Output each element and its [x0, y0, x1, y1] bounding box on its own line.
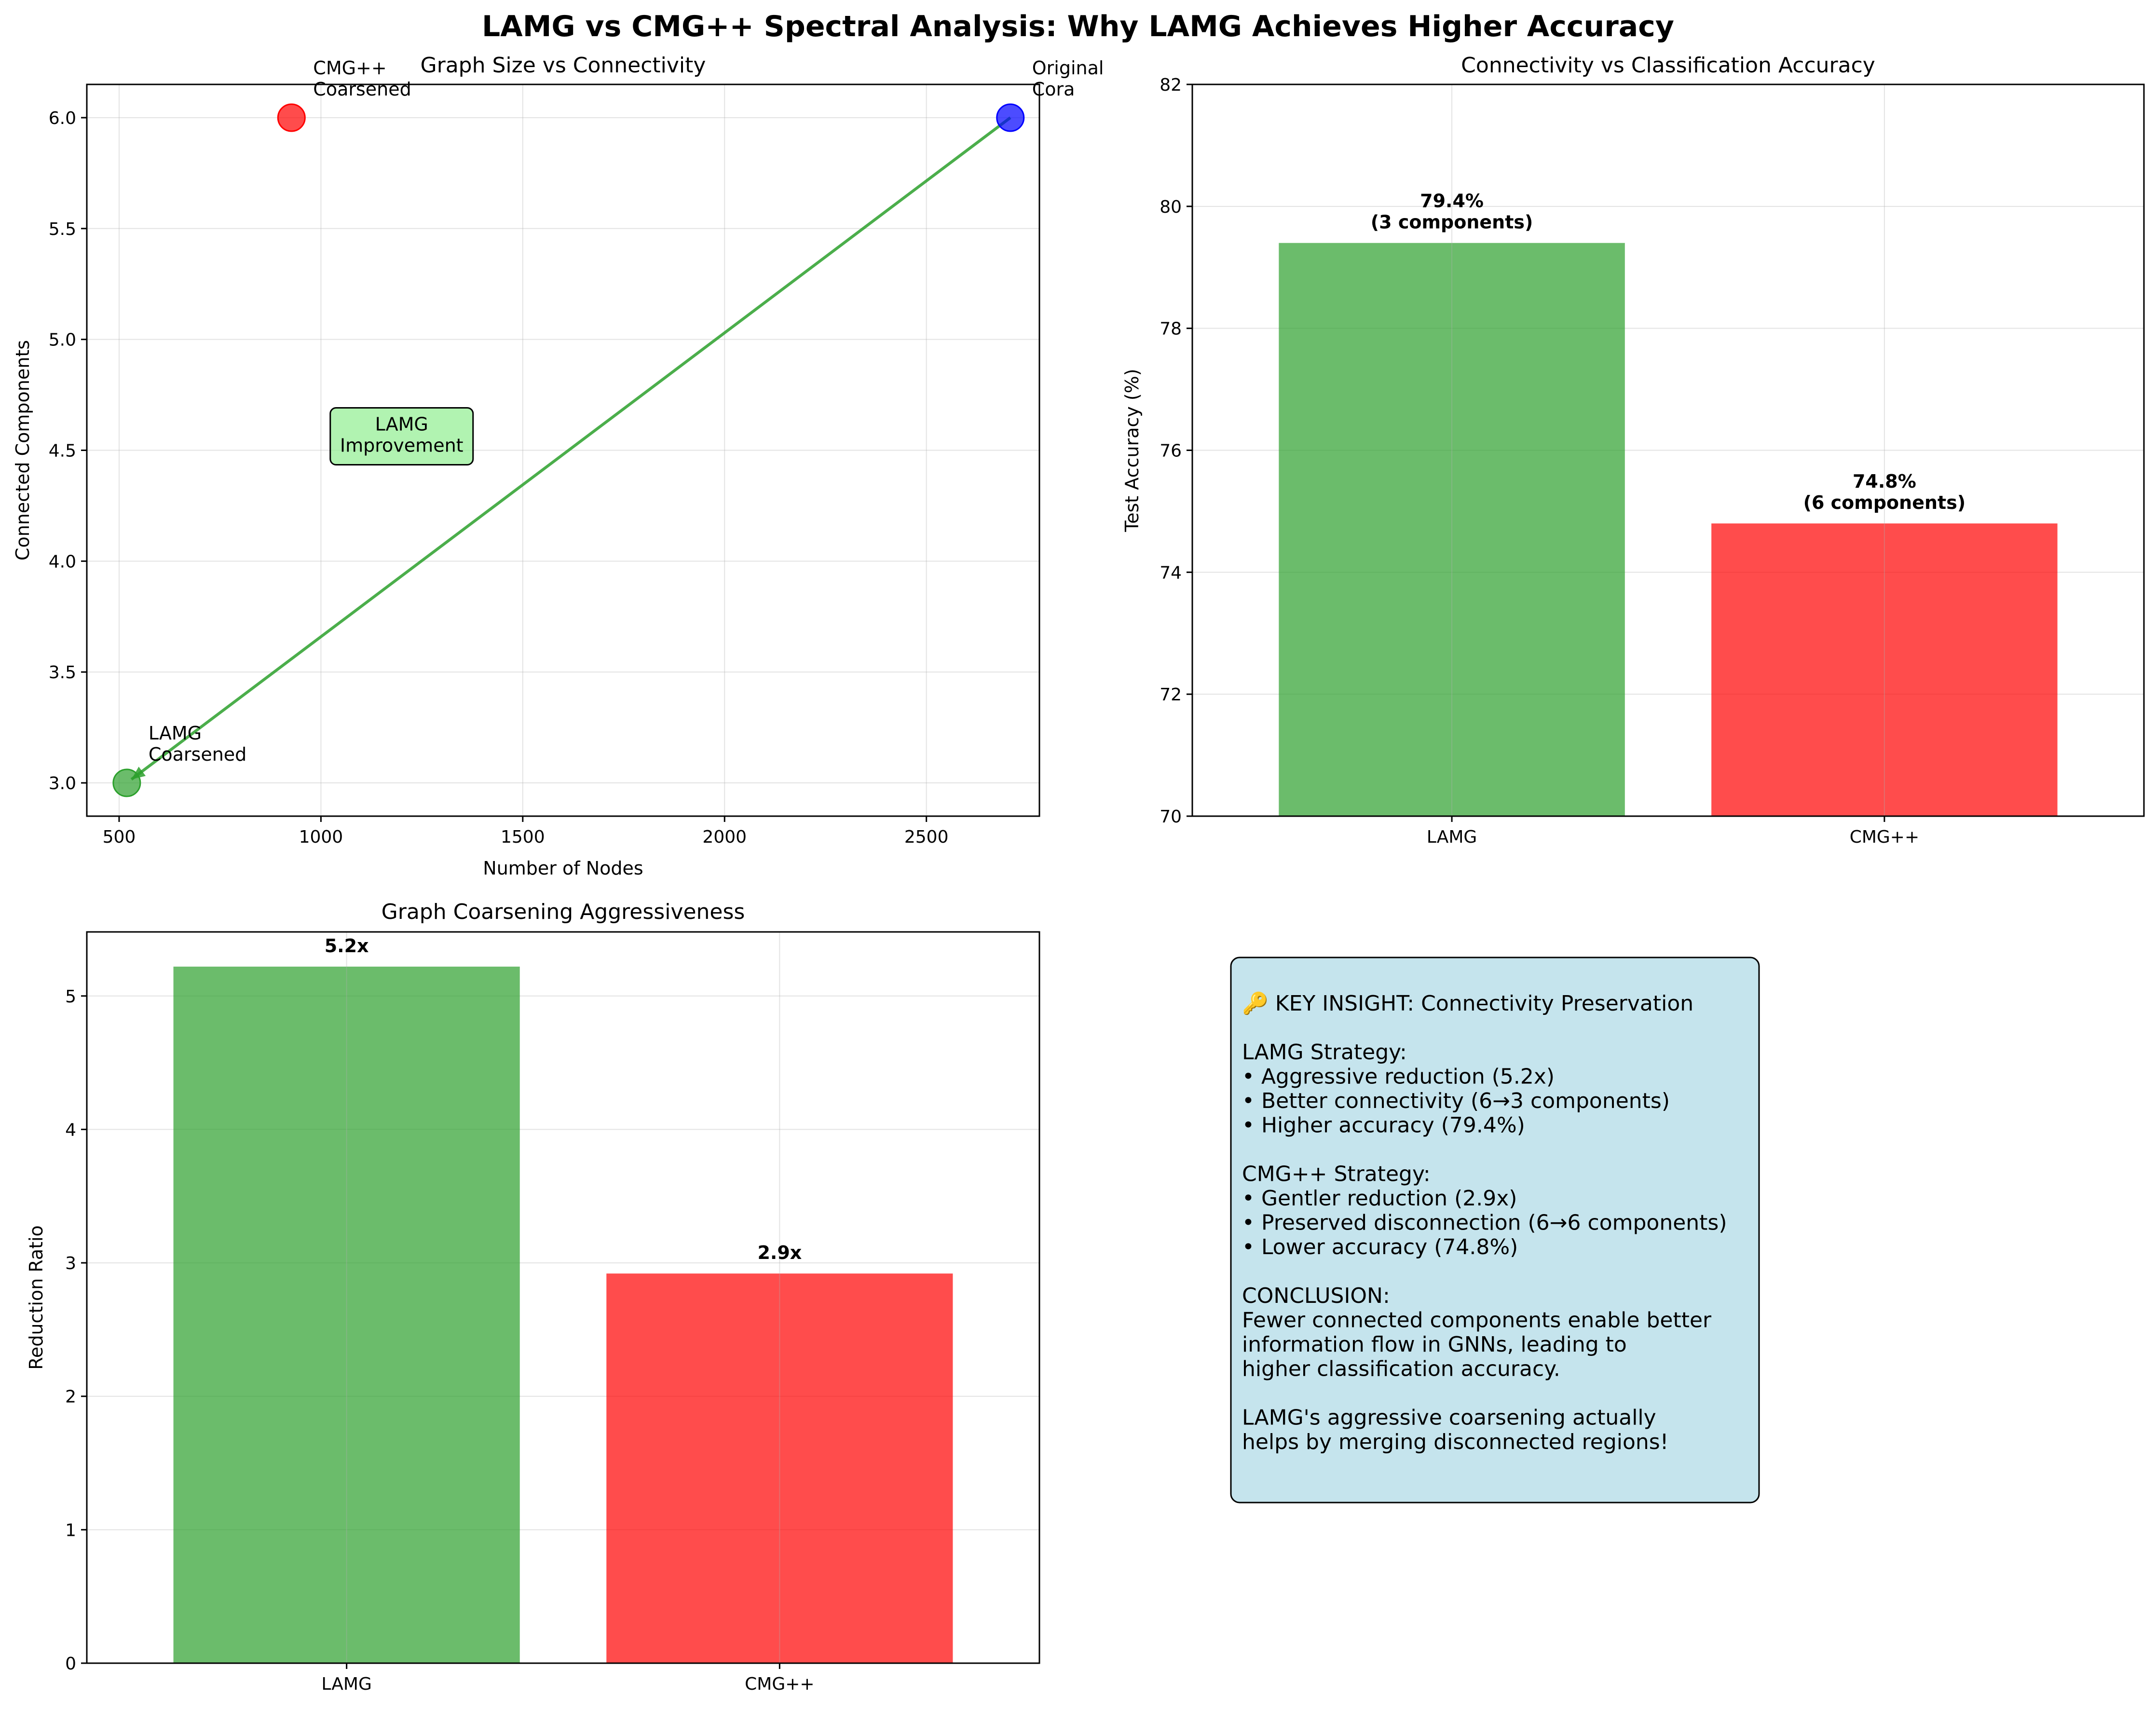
y-tick-label: 3.5 — [49, 663, 76, 683]
x-tick-label: LAMG — [321, 1674, 371, 1694]
y-tick-label: 0 — [65, 1654, 76, 1674]
y-tick-label: 82 — [1160, 75, 1182, 95]
accuracy-bar-panel: 70 72 74 76 78 80 82 LAMG 79.4%(3 components) CMG… — [1121, 53, 2145, 847]
point-label-3-line-2: Coarsened — [313, 79, 411, 100]
improvement-arrow — [130, 116, 1011, 781]
x-tick-label: 500 — [103, 827, 136, 847]
y-tick-label: 3 — [65, 1254, 76, 1273]
scatter-panel: 500 1000 1500 2000 2500 3.0 3.5 4.0 4.5 5.0 5.5 6.0… — [12, 53, 1104, 879]
y-tick-label: 4.5 — [49, 441, 76, 461]
y-axis-label: Connected Components — [12, 340, 33, 561]
y-axis-label: Test Accuracy (%) — [1121, 369, 1143, 532]
insight-line-8: CMG++ Strategy: — [1242, 1162, 1431, 1187]
panel-title: Graph Size vs Connectivity — [421, 53, 706, 78]
point-label-1-line-1: Original — [1032, 57, 1104, 79]
y-tick-label: 76 — [1160, 441, 1182, 461]
y-tick-label: 78 — [1160, 319, 1182, 339]
insight-line-11: • Lower accuracy (74.8%) — [1242, 1235, 1518, 1259]
insight-line-9: • Gentler reduction (2.9x) — [1242, 1186, 1517, 1211]
axes-frame — [86, 83, 1040, 817]
y-tick-label: 3.0 — [49, 774, 76, 793]
y-tick-label: 6.0 — [49, 109, 76, 128]
improvement-annotation-line-2: Improvement — [340, 435, 464, 456]
y-tick-label: 2 — [65, 1387, 76, 1407]
point-label-2-line-2: Coarsened — [149, 744, 246, 765]
point-label-3-line-1: CMG++ — [313, 57, 386, 79]
bar-cmg — [606, 1273, 953, 1663]
insight-line-4: • Aggressive reduction (5.2x) — [1242, 1065, 1555, 1089]
insight-line-14: Fewer connected components enable better — [1242, 1308, 1712, 1333]
x-axis-label: Number of Nodes — [483, 858, 643, 879]
y-tick-label: 74 — [1160, 563, 1182, 583]
x-tick-label: 2000 — [702, 827, 747, 847]
panel-title: Graph Coarsening Aggressiveness — [382, 900, 745, 924]
data-label: 5.2x — [325, 935, 369, 957]
y-tick-label: 4 — [65, 1120, 76, 1140]
y-tick-label: 72 — [1160, 685, 1182, 705]
scatter-point — [277, 103, 306, 132]
data-label: 79.4% — [1420, 191, 1484, 212]
insight-line-10: • Preserved disconnection (6→6 component… — [1242, 1211, 1727, 1235]
x-tick-label: CMG++ — [745, 1674, 814, 1694]
insight-line-6: • Higher accuracy (79.4%) — [1242, 1113, 1525, 1138]
axes-frame — [1191, 83, 2145, 817]
y-tick-label: 1 — [65, 1520, 76, 1540]
improvement-annotation-line-1: LAMG — [375, 414, 428, 435]
x-tick-label: 2500 — [904, 827, 949, 847]
panel-title: Connectivity vs Classification Accuracy — [1461, 53, 1875, 78]
x-tick-label: 1000 — [299, 827, 343, 847]
bar-lamg — [1279, 243, 1625, 816]
insight-line-15: information flow in GNNs, leading to — [1242, 1332, 1627, 1357]
data-label: (3 components) — [1371, 212, 1533, 233]
y-tick-label: 5.5 — [49, 219, 76, 239]
insight-box — [1230, 957, 1760, 1504]
y-tick-label: 80 — [1160, 197, 1182, 217]
y-tick-label: 4.0 — [49, 552, 76, 572]
insight-line-16: higher classification accuracy. — [1242, 1357, 1560, 1381]
x-tick-label: CMG++ — [1850, 827, 1919, 847]
x-tick-label: LAMG — [1427, 827, 1477, 847]
bar-lamg — [173, 966, 520, 1663]
scatter-point — [112, 768, 141, 797]
insight-line-5: • Better connectivity (6→3 components) — [1242, 1089, 1670, 1113]
data-label: 2.9x — [757, 1242, 802, 1263]
y-tick-label: 5 — [65, 987, 76, 1007]
point-label-2-line-1: LAMG — [149, 723, 202, 744]
insight-panel: 🔑 KEY INSIGHT: Connectivity Preservation… — [1230, 957, 1760, 1504]
axes-frame — [86, 931, 1040, 1664]
data-label: 74.8% — [1853, 471, 1916, 492]
figure-title: LAMG vs CMG++ Spectral Analysis: Why LAM… — [482, 10, 1674, 43]
point-label-1-line-2: Cora — [1032, 79, 1075, 100]
y-axis-label: Reduction Ratio — [26, 1225, 47, 1370]
insight-line-18: LAMG's aggressive coarsening actually — [1242, 1406, 1656, 1430]
y-tick-label: 5.0 — [49, 330, 76, 350]
insight-line-1: 🔑 KEY INSIGHT: Connectivity Preservation — [1242, 990, 1693, 1016]
scatter-point — [996, 103, 1025, 132]
y-tick-label: 70 — [1160, 807, 1182, 827]
insight-line-19: helps by merging disconnected regions! — [1242, 1430, 1668, 1454]
data-label: (6 components) — [1803, 492, 1966, 513]
bar-cmg — [1711, 523, 2058, 816]
x-tick-label: 1500 — [501, 827, 545, 847]
reduction-bar-panel: 0 1 2 3 4 5 LAMG 5.2x CMG++ 2.9x Graph Coarsening … — [26, 900, 1040, 1694]
improvement-annotation-box — [329, 407, 474, 466]
insight-line-13: CONCLUSION: — [1242, 1284, 1390, 1308]
insight-line-3: LAMG Strategy: — [1242, 1040, 1407, 1065]
